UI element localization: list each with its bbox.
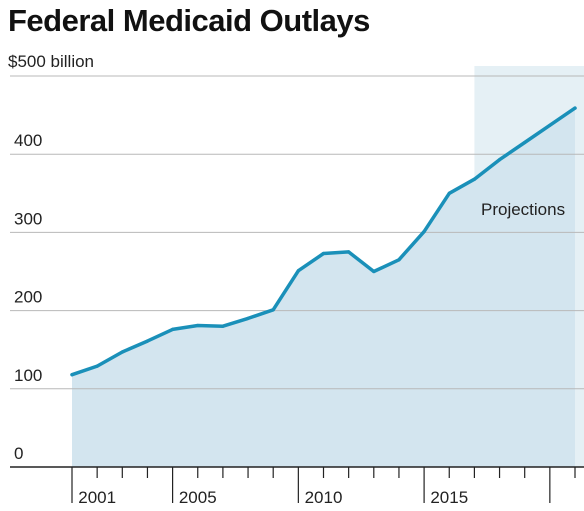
data-point-2012 <box>372 269 376 274</box>
y-axis-unit-label: $500 billion <box>8 52 94 71</box>
x-tick-label-2010: 2010 <box>305 488 343 507</box>
gridlines <box>10 75 584 390</box>
data-line-layer <box>70 106 577 377</box>
y-tick-label-200: 200 <box>14 288 42 307</box>
data-point-2017 <box>497 158 502 162</box>
data-point-2016 <box>472 177 476 181</box>
data-point-2010 <box>321 251 326 256</box>
y-tick-label-100: 100 <box>14 366 42 385</box>
data-point-2008 <box>271 308 275 312</box>
data-point-2002 <box>120 350 124 354</box>
data-point-2015 <box>447 191 451 195</box>
data-point-2009 <box>296 269 300 273</box>
data-point-2007 <box>246 316 250 320</box>
data-point-2011 <box>347 250 351 254</box>
plot-fills <box>72 66 584 467</box>
data-point-2013 <box>397 258 401 262</box>
data-point-2003 <box>145 339 149 343</box>
y-tick-label-0: 0 <box>14 444 23 463</box>
x-axis: 2001 2005 2010 2015 <box>10 466 584 507</box>
data-point-2014 <box>422 230 426 234</box>
projections-label: Projections <box>481 200 565 219</box>
y-tick-label-300: 300 <box>14 209 42 228</box>
data-point-2020 <box>573 106 577 110</box>
data-point-2001 <box>95 364 99 368</box>
x-tick-label-2005: 2005 <box>179 488 217 507</box>
chart-title: Federal Medicaid Outlays <box>8 3 370 38</box>
x-tick-label-2015: 2015 <box>430 488 468 507</box>
data-point-2000 <box>70 373 74 377</box>
y-tick-label-400: 400 <box>14 131 42 150</box>
data-point-2006 <box>221 324 225 328</box>
data-point-2018 <box>523 140 527 145</box>
y-tick-labels: 0 100 200 300 400 <box>14 131 42 463</box>
x-tick-label-2001: 2001 <box>78 488 116 507</box>
outlays-area-fill <box>72 108 575 467</box>
data-point-2005 <box>196 323 200 328</box>
data-point-2004 <box>171 327 175 331</box>
data-point-2019 <box>548 123 552 127</box>
